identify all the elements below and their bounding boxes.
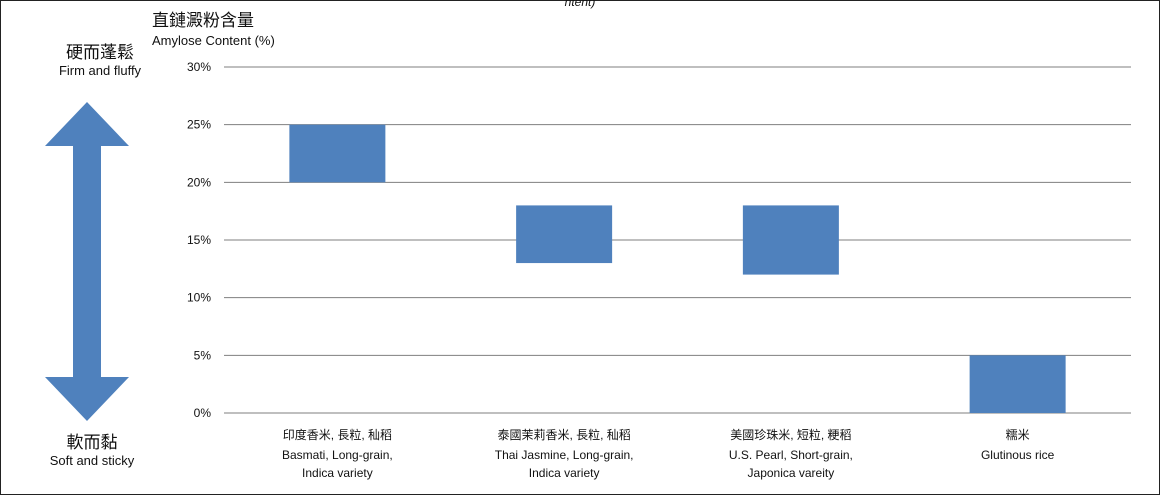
category-label-en: Glutinous rice xyxy=(981,448,1055,462)
category-label-en: U.S. Pearl, Short-grain, xyxy=(729,448,853,462)
y-tick-label: 25% xyxy=(187,118,211,132)
soft-sticky-en: Soft and sticky xyxy=(49,453,135,468)
category-label-en: Basmati, Long-grain, xyxy=(282,448,393,462)
category-label-en: Thai Jasmine, Long-grain, xyxy=(495,448,634,462)
bar xyxy=(516,205,613,264)
soft-sticky-label: 軟而黏 Soft and sticky xyxy=(22,433,162,469)
category-label-zh: 美國珍珠米, 短粒, 粳稻 xyxy=(730,427,851,442)
category-label-zh: 糯米 xyxy=(1006,428,1030,442)
y-tick-label: 30% xyxy=(187,60,211,74)
double-arrow-icon xyxy=(45,102,129,421)
cropped-title-fragment: ntent) xyxy=(565,0,596,9)
y-axis-title: 直鏈澱粉含量 Amylose Content (%) xyxy=(152,11,275,49)
bar xyxy=(289,124,386,183)
y-tick-label: 5% xyxy=(194,348,212,362)
bar xyxy=(742,205,839,275)
y-tick-label: 0% xyxy=(194,406,212,420)
category-label-en-line2: Indica variety xyxy=(529,466,600,480)
y-tick-label: 10% xyxy=(187,291,211,305)
category-label-zh: 泰國茉莉香米, 長粒, 秈稻 xyxy=(497,427,630,442)
soft-sticky-zh: 軟而黏 xyxy=(66,433,118,453)
firm-fluffy-zh: 硬而蓬鬆 xyxy=(66,43,134,63)
category-label-en-line2: Indica variety xyxy=(302,466,373,480)
y-tick-label: 15% xyxy=(187,233,211,247)
firm-fluffy-en: Firm and fluffy xyxy=(58,63,142,78)
category-label-zh: 印度香米, 長粒, 秈稻 xyxy=(283,427,392,442)
bar xyxy=(969,355,1066,413)
y-axis-title-zh: 直鏈澱粉含量 xyxy=(152,11,254,31)
firm-fluffy-label: 硬而蓬鬆 Firm and fluffy xyxy=(40,43,160,79)
y-axis-title-en: Amylose Content (%) xyxy=(152,33,275,48)
y-tick-label: 20% xyxy=(187,175,211,189)
category-label-en-line2: Japonica vareity xyxy=(748,466,835,480)
